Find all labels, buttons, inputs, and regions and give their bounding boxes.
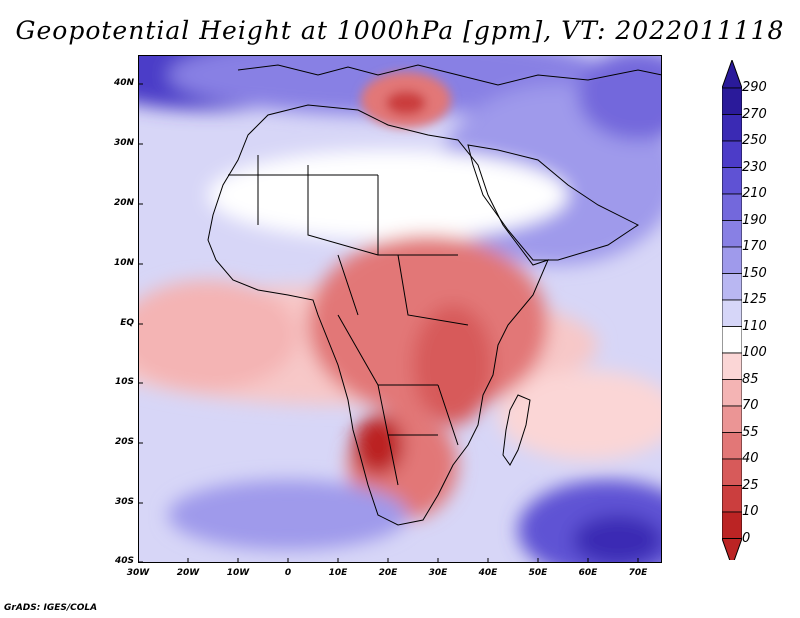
colorbar-box: [722, 87, 742, 115]
colorbar-box: [722, 193, 742, 221]
east-africa-low: [413, 305, 493, 425]
map-frame: [138, 55, 662, 563]
colorbar-box: [722, 485, 742, 513]
credit-text: GrADS: IGES/COLA: [4, 603, 98, 613]
colorbar-label: 290: [742, 80, 767, 95]
map-plot: [138, 55, 662, 563]
colorbar-label: 70: [742, 398, 759, 413]
colorbar-label: 10: [742, 504, 759, 519]
colorbar-box: [722, 458, 742, 486]
lat-label: 30N: [113, 138, 134, 148]
colorbar-label: 110: [742, 318, 767, 334]
colorbar-label: 170: [742, 239, 767, 254]
colorbar-label: 25: [742, 477, 759, 493]
colorbar-box: [722, 299, 742, 327]
lon-label: 50E: [528, 568, 548, 578]
colorbar-box: [722, 220, 742, 248]
colorbar-box: [722, 167, 742, 195]
lon-label: 30W: [126, 568, 150, 578]
south-indian-core: [573, 515, 662, 563]
indian-ocean-neutral: [498, 370, 662, 460]
south-atlantic-high: [168, 480, 408, 550]
axis-ticks: [138, 83, 639, 563]
lat-label: 30S: [114, 497, 134, 507]
europe-coast: [237, 64, 662, 86]
colorbar-box: [722, 326, 742, 354]
lon-label: 20W: [176, 568, 200, 578]
colorbar: [722, 60, 742, 560]
kalahari-low: [353, 415, 403, 475]
colorbar-cap-bottom: [722, 538, 742, 560]
lon-label: 30E: [428, 568, 448, 578]
arabia-coast: [467, 144, 639, 261]
colorbar-label: 0: [742, 530, 751, 546]
colorbar-label: 85: [742, 371, 759, 387]
colorbar-box: [722, 114, 742, 142]
colorbar-label: 150: [742, 265, 767, 281]
colorbar-label: 125: [742, 292, 767, 307]
lat-label: 20N: [113, 198, 134, 208]
lat-label: 10N: [113, 258, 134, 268]
colorbar-label: 55: [742, 424, 759, 440]
lat-label: 40N: [113, 78, 134, 88]
lon-label: 10W: [226, 568, 250, 578]
lat-label: EQ: [120, 318, 134, 328]
colorbar-box: [722, 352, 742, 380]
lon-label: 0: [284, 568, 292, 578]
colorbar-label: 100: [742, 345, 767, 360]
lat-label: 10S: [114, 377, 134, 387]
lon-label: 10E: [328, 568, 348, 578]
chart-title: Geopotential Height at 1000hPa [gpm], VT…: [15, 16, 785, 45]
coastlines: [207, 64, 662, 526]
atlantic-low: [138, 280, 298, 390]
colorbar-box: [722, 246, 742, 274]
lon-label: 20E: [378, 568, 398, 578]
lon-label: 40E: [478, 568, 498, 578]
colorbar-label: 190: [742, 212, 767, 228]
mediterranean-low-core: [386, 91, 426, 115]
lon-label: 70E: [628, 568, 648, 578]
madagascar: [502, 394, 531, 466]
colorbar-box: [722, 511, 742, 539]
colorbar-box: [722, 432, 742, 460]
lat-label: 40S: [114, 556, 134, 566]
colorbar-box: [722, 405, 742, 433]
colorbar-box: [722, 379, 742, 407]
colorbar-label: 250: [742, 133, 767, 148]
lat-label: 20S: [114, 437, 134, 447]
high-asia-ne: [578, 55, 662, 140]
colorbar-box: [722, 140, 742, 168]
lon-label: 60E: [578, 568, 598, 578]
colorbar-label: 230: [742, 159, 767, 175]
colorbar-box: [722, 273, 742, 301]
colorbar-label: 210: [742, 186, 767, 201]
colorbar-label: 40: [742, 451, 759, 466]
colorbar-label: 270: [742, 106, 767, 122]
country-borders: [228, 155, 469, 486]
sahara-neutral: [208, 150, 568, 240]
africa-coast: [207, 104, 549, 526]
colorbar-cap-top: [722, 60, 742, 89]
